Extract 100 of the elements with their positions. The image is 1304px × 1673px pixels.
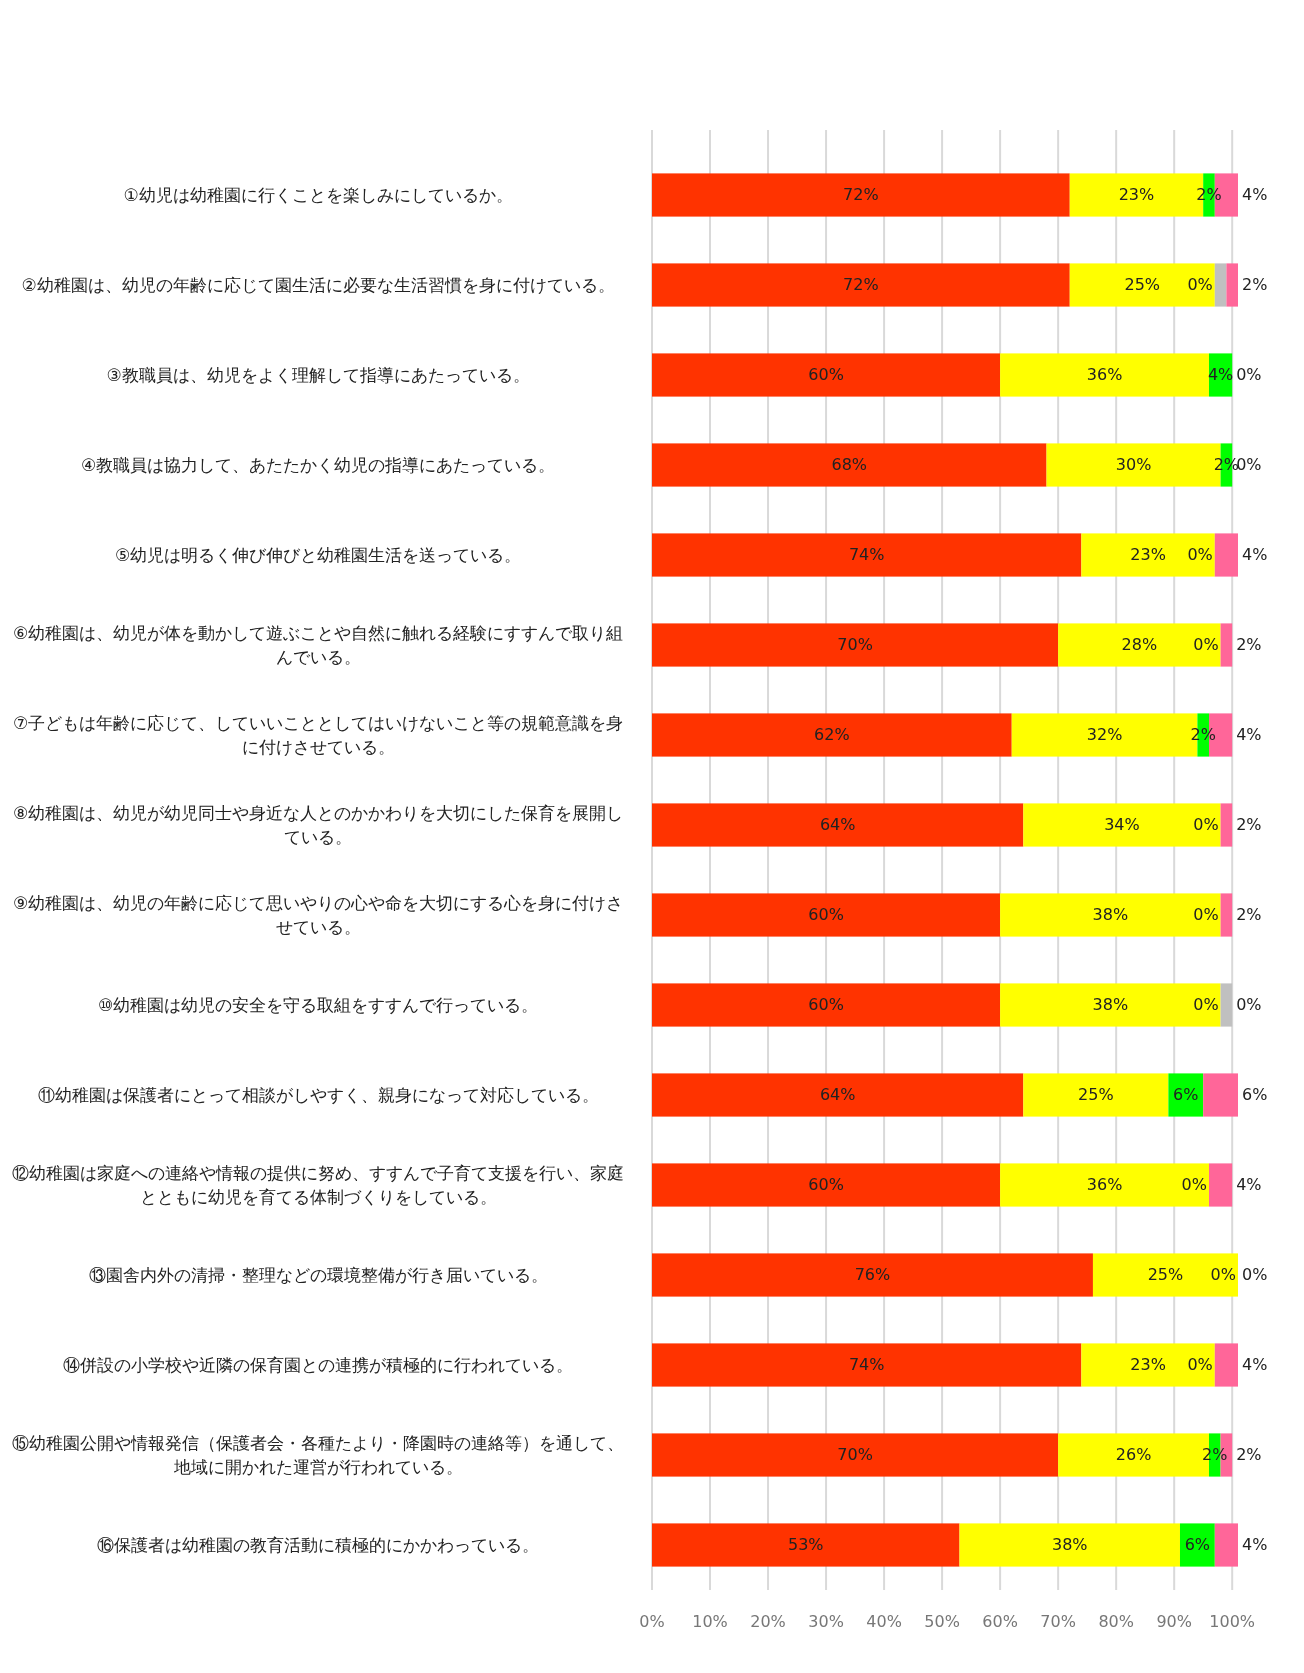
data-label: 0% — [1193, 814, 1219, 834]
data-label: 25% — [1078, 1084, 1114, 1104]
data-label: 38% — [1092, 904, 1129, 924]
y-tick-label: ⑤幼児は明るく伸び伸びと幼稚園生活を送っている。 — [113, 544, 523, 567]
data-label: 0% — [1193, 634, 1219, 654]
bar — [1069, 263, 1215, 307]
x-tick-label: 0% — [639, 1611, 665, 1631]
data-label: 53% — [787, 1534, 824, 1554]
data-label: 2% — [1236, 1444, 1262, 1464]
data-label: 60% — [808, 1174, 844, 1194]
data-label: 2% — [1190, 724, 1216, 744]
data-label: 60% — [808, 994, 844, 1014]
data-label: 60% — [808, 364, 844, 384]
bar — [652, 1343, 1082, 1387]
data-label: 2% — [1202, 1444, 1228, 1464]
data-label: 4% — [1242, 1354, 1268, 1374]
data-label: 4% — [1242, 184, 1268, 204]
bar — [652, 803, 1024, 847]
y-tick-label: ⑫幼稚園は家庭への連絡や情報の提供に努め、すすんで子育て支援を行い、家庭とともに幼児を育てる体制づくりをしている。 — [11, 1162, 625, 1209]
data-label: 0% — [1193, 904, 1219, 924]
y-tick-label: ⑬園舎内外の清掃・整理などの環境整備が行き届いている。 — [87, 1264, 549, 1287]
data-label: 0% — [1187, 274, 1213, 294]
x-tick-label: 60% — [982, 1611, 1018, 1631]
data-label: 32% — [1086, 724, 1123, 744]
y-tick-label: ④教職員は協力して、あたたかく幼児の指導にあたっている。 — [79, 454, 557, 477]
data-label: 30% — [1115, 454, 1152, 474]
y-tick-label: ⑦子どもは年齢に応じて、していいこととしてはいけないこと等の規範意識を身に付けさせている。 — [11, 712, 625, 759]
bar — [959, 1523, 1180, 1567]
data-label: 28% — [1121, 634, 1158, 654]
x-tick-label: 90% — [1156, 1611, 1192, 1631]
y-tick-label: ⑧幼稚園は、幼児が幼児同士や身近な人とのかかわりを大切にした保育を展開している。 — [11, 802, 625, 849]
x-tick-label: 100% — [1209, 1611, 1256, 1631]
x-tick-label: 50% — [924, 1611, 960, 1631]
data-label: 4% — [1242, 1534, 1268, 1554]
bar — [652, 1163, 1001, 1207]
bar — [652, 1433, 1059, 1477]
data-label: 64% — [819, 1084, 856, 1104]
bar — [652, 1523, 960, 1567]
x-tick-label: 80% — [1098, 1611, 1134, 1631]
y-tick-label: ③教職員は、幼児をよく理解して指導にあたっている。 — [105, 364, 531, 387]
x-tick-label: 40% — [866, 1611, 902, 1631]
data-label: 4% — [1236, 1174, 1262, 1194]
data-label: 72% — [843, 184, 879, 204]
bar — [1220, 893, 1233, 937]
bar — [1214, 1343, 1238, 1387]
data-label: 2% — [1236, 634, 1262, 654]
y-tick-label: ⑮幼稚園公開や情報発信（保護者会・各種たより・降園時の連絡等）を通して、地域に開かれた運営が行われている。 — [11, 1432, 625, 1479]
y-tick-label: ⑩幼稚園は幼児の安全を守る取組をすすんで行っている。 — [96, 994, 540, 1017]
data-label: 68% — [831, 454, 868, 474]
x-tick-label: 20% — [750, 1611, 786, 1631]
data-label: 64% — [819, 814, 856, 834]
bar — [652, 443, 1047, 487]
bar — [652, 713, 1012, 757]
data-label: 0% — [1187, 1354, 1213, 1374]
bar — [1000, 893, 1221, 937]
data-label: 0% — [1193, 994, 1219, 1014]
data-label: 72% — [843, 274, 879, 294]
data-label: 36% — [1086, 364, 1123, 384]
bar — [1000, 983, 1221, 1027]
data-label: 0% — [1181, 1174, 1207, 1194]
data-label: 23% — [1130, 544, 1166, 564]
bar — [652, 983, 1001, 1027]
y-tick-label: ⑯保護者は幼稚園の教育活動に積極的にかかわっている。 — [96, 1534, 540, 1557]
y-tick-label: ①幼児は幼稚園に行くことを楽しみにしているか。 — [122, 184, 514, 207]
bar — [1214, 533, 1238, 577]
bar — [652, 353, 1001, 397]
data-label: 74% — [848, 544, 885, 564]
data-label: 4% — [1242, 544, 1268, 564]
bar — [652, 623, 1059, 667]
bar — [1081, 1343, 1215, 1387]
bar — [1220, 803, 1233, 847]
bar — [1203, 1073, 1238, 1117]
bar — [652, 173, 1070, 217]
data-label: 0% — [1236, 994, 1262, 1014]
data-label: 2% — [1242, 274, 1268, 294]
data-label: 38% — [1092, 994, 1129, 1014]
bar — [1214, 263, 1227, 307]
data-label: 6% — [1173, 1084, 1199, 1104]
x-tick-label: 10% — [692, 1611, 728, 1631]
data-label: 0% — [1236, 364, 1262, 384]
data-label: 62% — [814, 724, 850, 744]
data-label: 26% — [1115, 1444, 1152, 1464]
data-label: 2% — [1196, 184, 1222, 204]
data-label: 0% — [1187, 544, 1213, 564]
data-label: 25% — [1124, 274, 1161, 294]
bar — [652, 1073, 1024, 1117]
bar — [1092, 1253, 1238, 1297]
bar — [1226, 263, 1238, 307]
x-tick-label: 30% — [808, 1611, 844, 1631]
bar — [1179, 1523, 1215, 1567]
data-label: 0% — [1242, 1264, 1268, 1284]
data-label: 76% — [854, 1264, 891, 1284]
data-label: 0% — [1210, 1264, 1236, 1284]
bar — [1023, 1073, 1169, 1117]
bar — [1000, 1163, 1209, 1207]
data-label: 25% — [1147, 1264, 1184, 1284]
data-label: 36% — [1086, 1174, 1123, 1194]
bar — [652, 893, 1001, 937]
y-tick-label: ⑪幼稚園は保護者にとって相談がしやすく、親身になって対応している。 — [36, 1084, 600, 1107]
y-tick-label: ⑥幼稚園は、幼児が体を動かして遊ぶことや自然に触れる経験にすすんで取り組んでいる。 — [11, 622, 625, 669]
